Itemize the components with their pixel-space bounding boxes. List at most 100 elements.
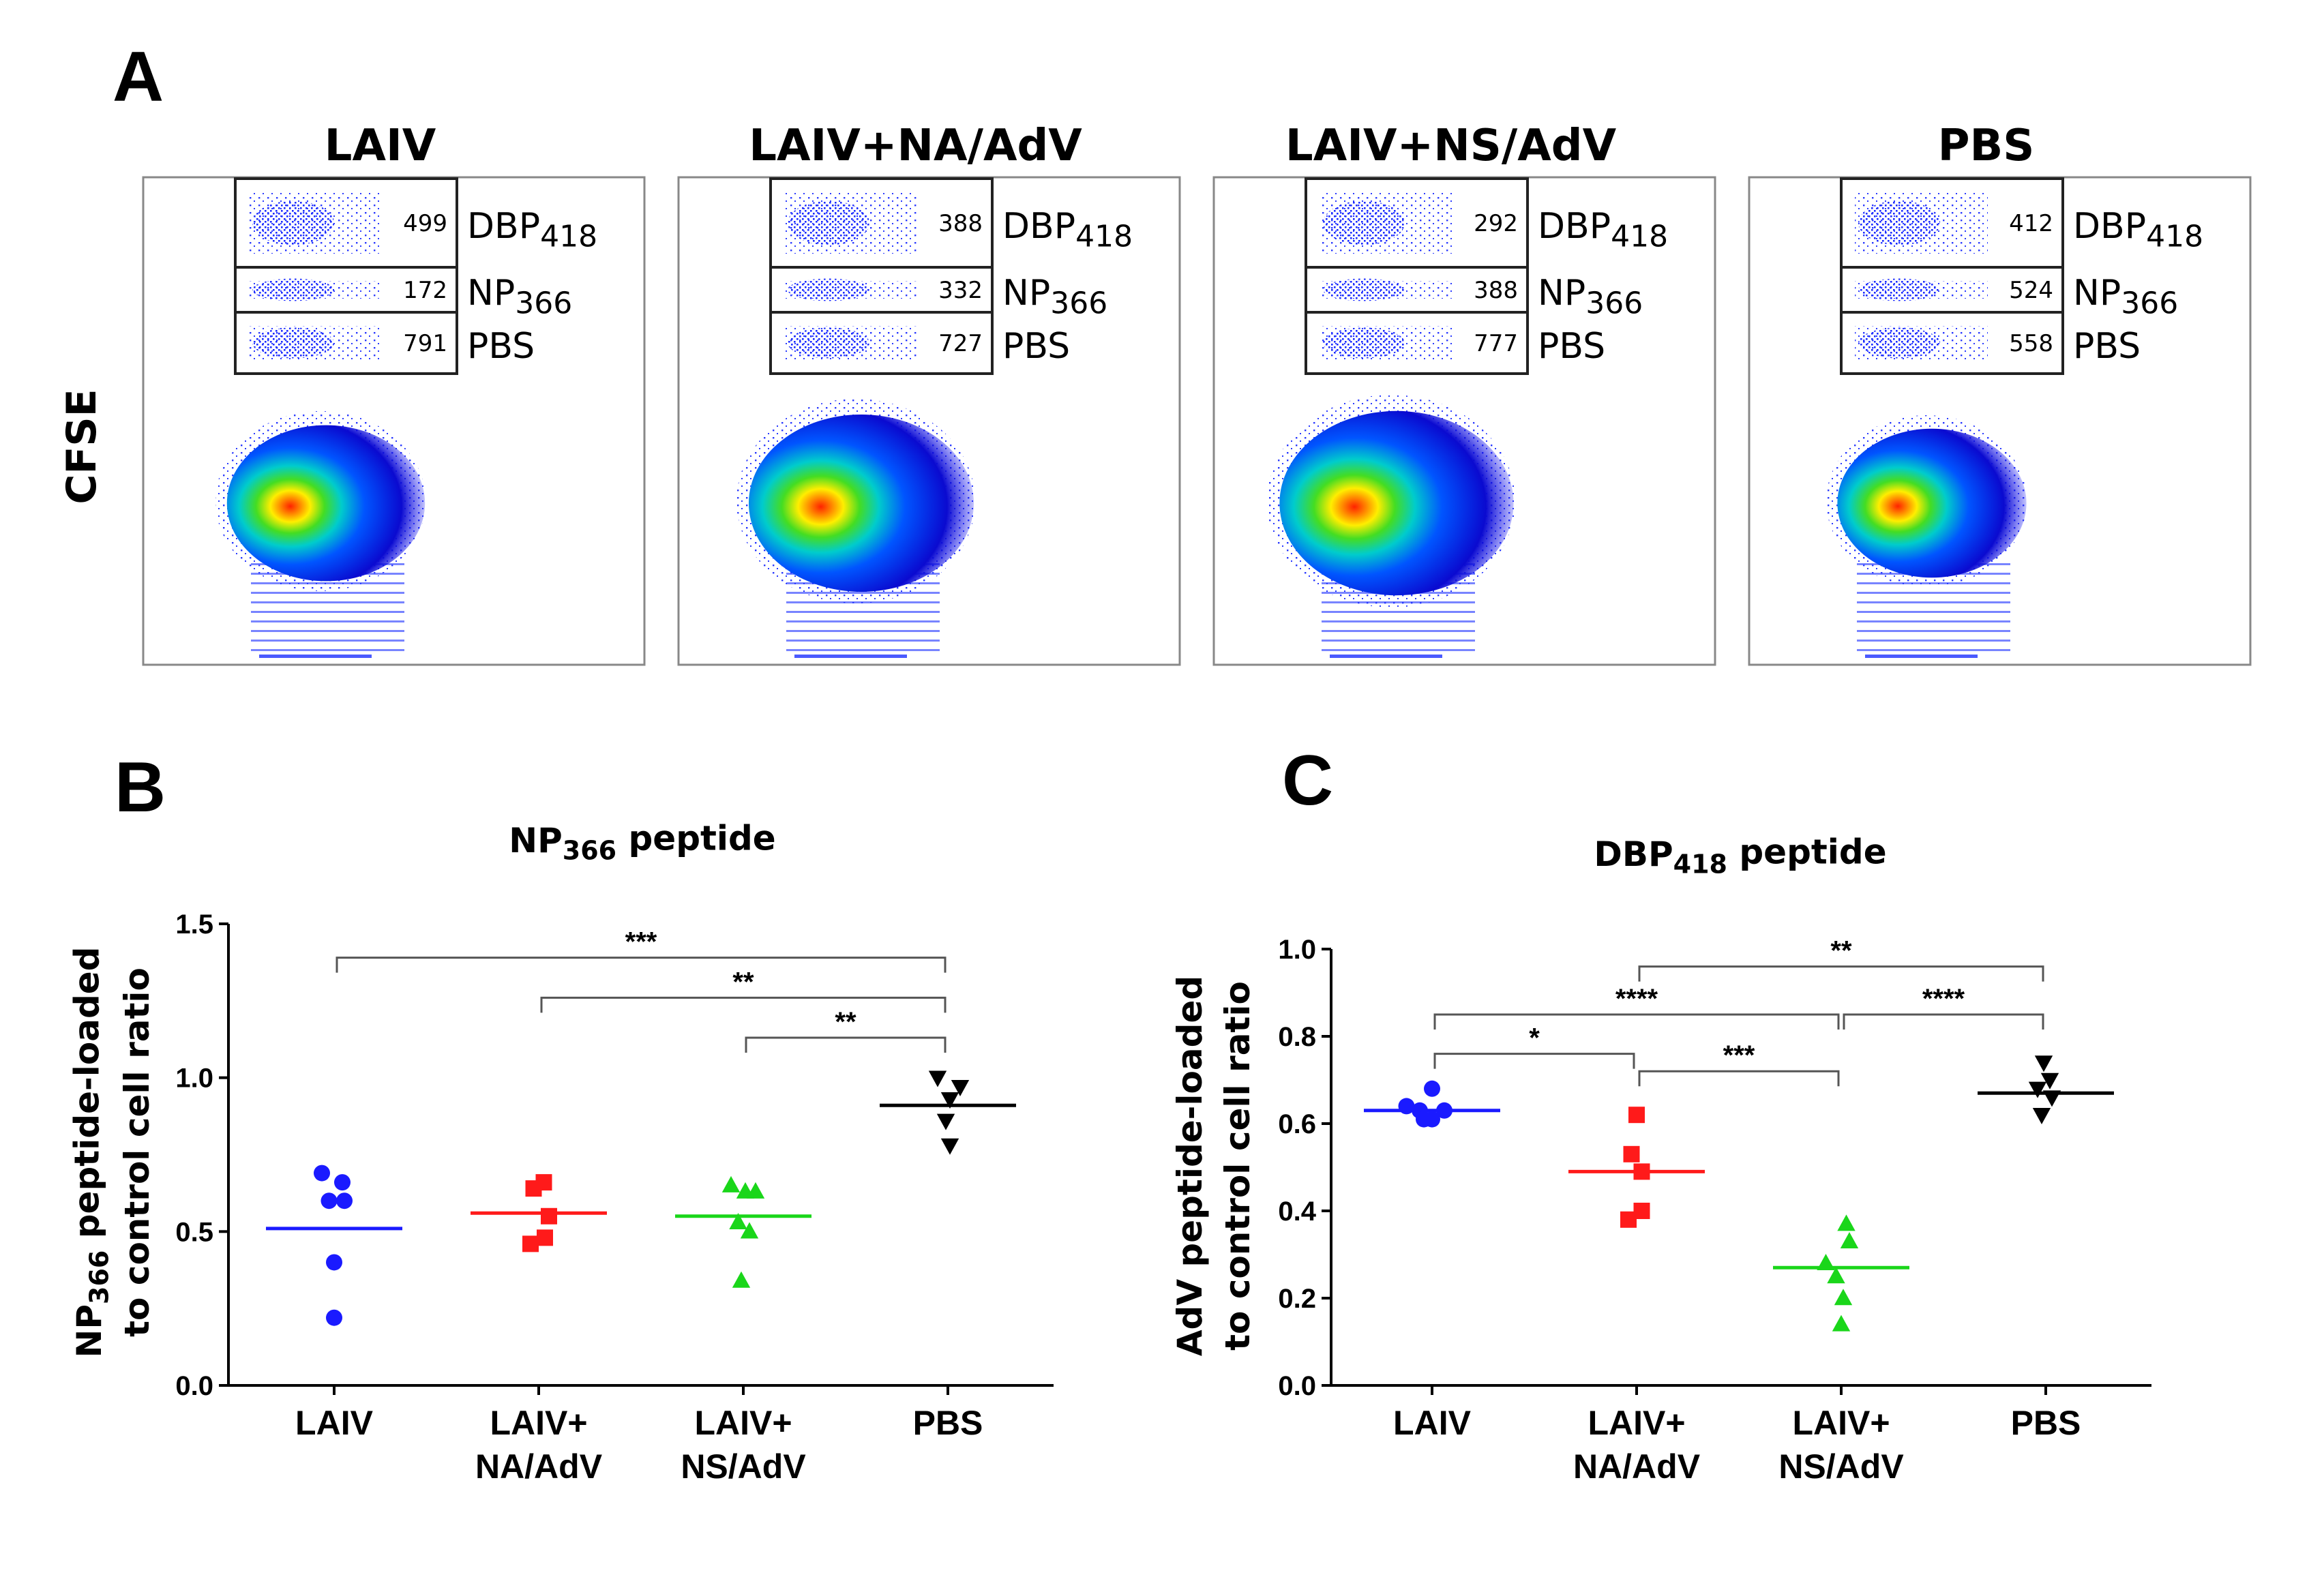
chart-b: NP366 peptide NP366 peptide-loaded to cont… xyxy=(68,819,1054,1486)
data-point xyxy=(1398,1098,1415,1115)
data-point xyxy=(1827,1267,1845,1284)
data-point xyxy=(1416,1111,1432,1128)
flow-plot-title: PBS xyxy=(1938,121,2035,171)
y-tick-label: 0.8 xyxy=(1278,1022,1316,1052)
x-tick-label: NA/AdV xyxy=(475,1447,603,1486)
flow-density xyxy=(1279,410,1514,596)
gate-count: 412 xyxy=(2009,210,2053,237)
data-point xyxy=(1633,1163,1650,1180)
data-point xyxy=(2042,1090,2061,1107)
significance-label: *** xyxy=(625,927,657,957)
x-tick-label: NS/AdV xyxy=(1778,1447,1904,1486)
data-point xyxy=(326,1309,342,1326)
data-point xyxy=(541,1207,557,1225)
gate-box xyxy=(234,177,458,375)
data-point xyxy=(326,1254,342,1271)
data-point xyxy=(1834,1289,1853,1306)
gate-label: DBP418 xyxy=(467,206,597,254)
flow-density xyxy=(749,415,974,592)
significance-label: *** xyxy=(1723,1040,1755,1070)
significance-bracket xyxy=(1433,1053,1635,1069)
flow-plot: LAIV+NS/AdV 292 388 777 DBP418 NP366 PBS xyxy=(1212,121,1716,666)
gate-label: PBS xyxy=(1002,326,1070,367)
significance-bracket xyxy=(1638,965,2044,982)
data-point xyxy=(721,1175,741,1192)
significance-label: **** xyxy=(1922,984,1965,1014)
data-point xyxy=(1832,1315,1851,1332)
data-point xyxy=(1837,1214,1856,1231)
data-point xyxy=(746,1182,765,1199)
gate-label: DBP418 xyxy=(1538,206,1668,254)
chart-title: NP366 peptide xyxy=(509,819,775,866)
gate-label: NP366 xyxy=(2073,273,2178,320)
x-tick-label: LAIV+ xyxy=(490,1404,587,1442)
y-tick-label: 0.5 xyxy=(175,1217,213,1247)
flow-baseline xyxy=(1865,655,1978,658)
panel-label-a: A xyxy=(113,37,164,117)
chart-c: DBP418 peptide AdV peptide-loaded to contr… xyxy=(1170,832,2151,1486)
gate-cluster xyxy=(1323,327,1405,359)
gate-count: 172 xyxy=(403,277,447,304)
gate-cluster xyxy=(1323,200,1405,245)
data-point xyxy=(936,1113,955,1130)
x-tick-label: LAIV xyxy=(1393,1404,1472,1442)
y-tick-label: 0.0 xyxy=(1278,1371,1316,1401)
gate-label: DBP418 xyxy=(2073,206,2203,254)
flow-plot-title: LAIV+NS/AdV xyxy=(1285,121,1617,171)
data-point xyxy=(1436,1102,1452,1119)
flow-baseline xyxy=(794,655,907,658)
panel-label-c: C xyxy=(1282,741,1333,820)
significance-label: **** xyxy=(1615,984,1658,1014)
gate-count: 499 xyxy=(403,210,447,237)
data-point xyxy=(951,1080,970,1097)
data-point xyxy=(1840,1232,1859,1248)
data-point xyxy=(535,1174,552,1191)
gate-count: 727 xyxy=(938,330,983,357)
data-point xyxy=(1628,1107,1645,1124)
data-point xyxy=(1623,1145,1640,1162)
data-point xyxy=(940,1092,959,1109)
x-tick-label: LAIV+ xyxy=(1792,1404,1890,1442)
data-point xyxy=(928,1070,947,1087)
x-tick-label: NA/AdV xyxy=(1573,1447,1701,1486)
gate-label: DBP418 xyxy=(1002,206,1133,254)
gate-box xyxy=(1840,177,2064,375)
gate-label: NP366 xyxy=(467,273,572,320)
data-point xyxy=(2028,1081,2047,1098)
panel-label-b: B xyxy=(115,748,166,827)
x-tick-label: LAIV+ xyxy=(694,1404,792,1442)
flow-density xyxy=(226,425,426,582)
gate-label: PBS xyxy=(467,326,535,367)
data-point xyxy=(732,1271,751,1288)
x-tick-label: LAIV+ xyxy=(1588,1404,1685,1442)
gate-label: NP366 xyxy=(1002,273,1107,320)
data-point xyxy=(1620,1211,1637,1228)
x-tick-label: PBS xyxy=(2011,1404,2081,1442)
y-tick-label: 0.6 xyxy=(1278,1109,1316,1139)
y-axis-label: to control cell ratio xyxy=(1218,981,1257,1351)
data-point xyxy=(2034,1055,2053,1072)
significance-label: * xyxy=(1529,1023,1540,1053)
data-point xyxy=(522,1235,539,1252)
data-point xyxy=(2040,1072,2059,1090)
gate-count: 777 xyxy=(1474,330,1518,357)
gate-cluster xyxy=(1858,200,1940,245)
data-point xyxy=(336,1192,353,1210)
y-tick-label: 1.0 xyxy=(175,1064,213,1094)
gate-cluster xyxy=(1858,327,1940,359)
significance-label: ** xyxy=(835,1007,856,1037)
x-tick-label: NS/AdV xyxy=(681,1447,806,1486)
gate-label: NP366 xyxy=(1538,273,1643,320)
data-point xyxy=(321,1192,338,1210)
gate-count: 524 xyxy=(2009,277,2053,304)
flow-baseline xyxy=(1330,655,1442,658)
gate-count: 791 xyxy=(403,330,447,357)
flow-plot: LAIV+NA/AdV 388 332 727 DBP418 NP366 PBS xyxy=(677,121,1181,666)
significance-label: ** xyxy=(1830,936,1852,966)
data-point xyxy=(729,1212,747,1229)
cfse-axis-label: CFSE xyxy=(58,389,106,504)
gate-label: PBS xyxy=(2073,326,2141,367)
x-tick-label: LAIV xyxy=(295,1404,374,1442)
